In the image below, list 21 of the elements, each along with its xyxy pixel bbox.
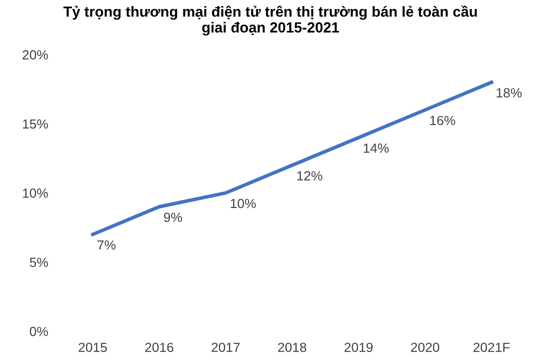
y-tick-label: 5% [30, 258, 48, 267]
y-tick-label: 10% [23, 188, 48, 198]
y-tick-label: 15% [23, 119, 48, 129]
data-label: 12% [297, 171, 322, 180]
x-tick-label: 2018 [278, 342, 306, 352]
data-label: 9% [164, 212, 182, 222]
data-label: 16% [430, 116, 456, 126]
y-tick-label: 0% [30, 326, 48, 336]
data-label: 14% [364, 144, 389, 153]
data-label: 7% [98, 240, 116, 250]
chart-title: Tỷ trọng thương mại điện tử trên thị trường bán lẻ toàn cầu giai đoạn 2015-2021 [63, 5, 477, 36]
x-tick-label: 2021F [473, 342, 510, 352]
y-tick-label: 20% [22, 50, 48, 60]
x-tick-label: 2016 [145, 342, 174, 352]
x-tick-label: 2020 [411, 342, 440, 352]
x-tick-label: 2015 [78, 342, 107, 352]
data-label: 10% [230, 198, 256, 208]
line-series [91, 80, 494, 236]
data-label: 18% [496, 88, 522, 98]
x-tick-label: 2017 [212, 342, 240, 352]
x-tick-label: 2019 [344, 342, 373, 352]
